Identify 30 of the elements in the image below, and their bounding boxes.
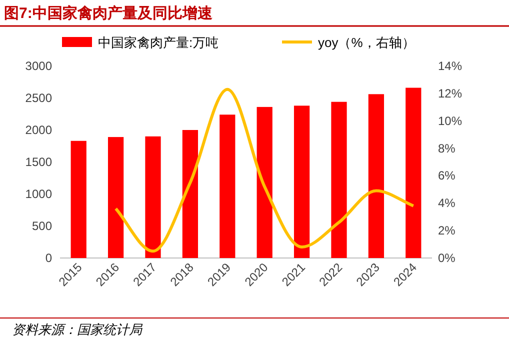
bar	[220, 114, 236, 258]
y2-tick-label: 14%	[438, 59, 462, 73]
line-series	[114, 88, 415, 253]
bar	[331, 102, 347, 258]
y-tick-label: 500	[32, 219, 52, 233]
y2-tick-label: 10%	[438, 114, 462, 128]
bar	[145, 136, 161, 258]
bar	[294, 106, 310, 258]
bar	[368, 94, 384, 258]
text: 资料来源：国家统计局	[12, 322, 143, 337]
bar	[108, 137, 124, 258]
y-tick-label: 1000	[25, 187, 52, 201]
y2-tick-label: 2%	[438, 224, 456, 238]
y-tick-label: 0	[45, 251, 52, 265]
y2-tick-label: 8%	[438, 141, 456, 156]
legend-label: yoy（%，右轴）	[318, 35, 415, 50]
y2-tick-label: 0%	[438, 251, 456, 265]
y-tick-label: 2000	[25, 123, 52, 137]
bar	[406, 88, 422, 258]
y-tick-label: 2500	[25, 91, 52, 105]
y2-tick-label: 6%	[438, 168, 456, 183]
bar	[256, 106, 272, 258]
y-tick-label: 3000	[25, 59, 52, 73]
chart-title: 图7:中国家禽肉产量及同比增速	[4, 4, 214, 22]
legend-label: 中国家禽肉产量:万吨	[98, 35, 219, 50]
y2-tick-label: 12%	[438, 86, 462, 100]
bar	[70, 140, 86, 258]
y-tick-label: 1500	[25, 155, 52, 169]
y2-tick-label: 4%	[438, 196, 456, 210]
bar	[182, 130, 198, 258]
